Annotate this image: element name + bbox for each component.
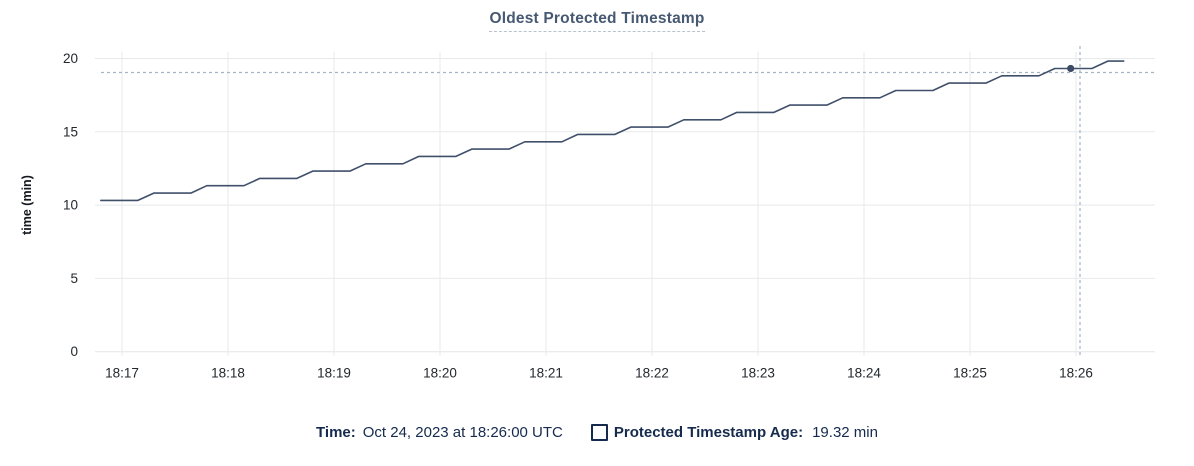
legend-time-value: Oct 24, 2023 at 18:26:00 UTC: [362, 423, 563, 441]
legend-series-label[interactable]: Protected Timestamp Age:: [613, 423, 804, 441]
hover-point-dot: [1067, 64, 1075, 73]
legend-time-label: Time:: [316, 423, 356, 441]
x-tick-label: 18:24: [847, 366, 881, 381]
x-tick-label: 18:26: [1059, 366, 1093, 381]
x-tick-label: 18:19: [317, 366, 351, 381]
series-toggle-checkbox[interactable]: [590, 423, 608, 441]
legend-series-value: 19.32 min: [812, 423, 878, 441]
x-tick-label: 18:23: [741, 366, 775, 381]
y-tick-label: 15: [63, 124, 78, 139]
y-tick-label: 10: [63, 198, 78, 213]
x-tick-label: 18:18: [211, 366, 245, 381]
chart-legend: Time: Oct 24, 2023 at 18:26:00 UTC Prote…: [0, 421, 1194, 443]
chart-title[interactable]: Oldest Protected Timestamp: [489, 10, 705, 32]
x-tick-label: 18:20: [423, 366, 457, 381]
x-tick-label: 18:21: [529, 366, 563, 381]
y-tick-label: 0: [70, 344, 78, 359]
x-tick-label: 18:22: [635, 366, 669, 381]
x-tick-label: 18:17: [105, 366, 139, 381]
x-tick-label: 18:25: [953, 366, 987, 381]
line-chart[interactable]: 0 5 10 15 20 18:17 18:18 18:19 18:20 18:21 18:22 18…: [0, 0, 1194, 400]
y-tick-label: 5: [70, 271, 78, 286]
series-line: [100, 60, 1125, 202]
chart-title-row: Oldest Protected Timestamp: [0, 10, 1194, 32]
y-tick-label: 20: [63, 51, 78, 66]
